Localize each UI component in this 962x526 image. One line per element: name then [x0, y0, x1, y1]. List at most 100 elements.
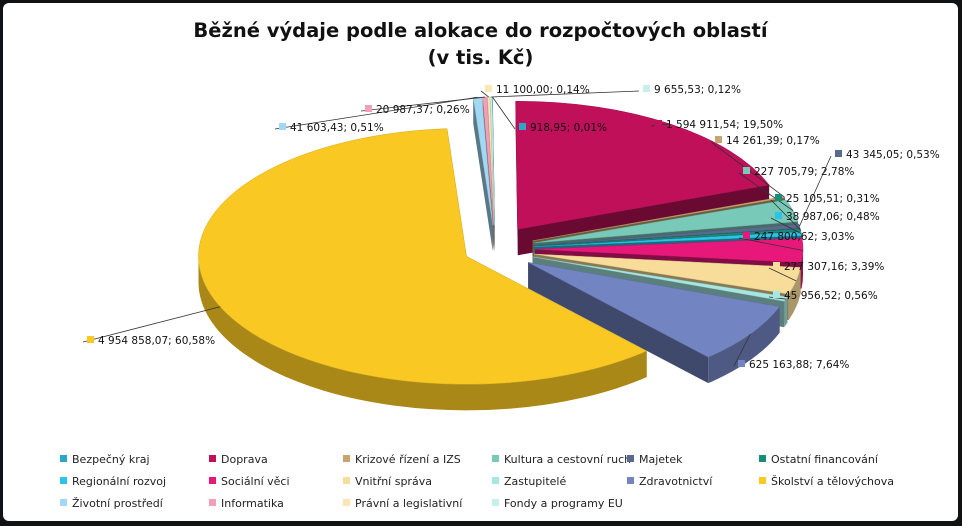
label-swatch-8	[773, 262, 780, 269]
pie-side-11	[198, 256, 647, 411]
leader-line-12	[274, 96, 478, 130]
data-label-3: 227 705,79; 2,78%	[754, 166, 854, 178]
legend-label: Životní prostředí	[72, 497, 163, 510]
label-swatch-7	[743, 232, 750, 239]
data-label-2: 14 261,39; 0,17%	[726, 135, 820, 147]
legend-swatch	[60, 499, 67, 506]
label-swatch-11	[87, 336, 94, 343]
legend-label: Zdravotnictví	[639, 475, 713, 488]
label-swatch-9	[773, 291, 780, 298]
chart-legend: Bezpečný kraj Doprava Krizové řízení a IZS…	[3, 449, 958, 521]
pie-side-9	[784, 296, 788, 328]
leader-line-7	[738, 237, 804, 251]
legend-label: Právní a legislativní	[355, 497, 463, 510]
leader-line-11	[82, 306, 221, 343]
label-swatch-14	[485, 85, 492, 92]
leader-line-14	[480, 90, 489, 98]
legend-item-8: Vnitřní správa	[343, 475, 432, 489]
legend-label: Krizové řízení a IZS	[355, 453, 461, 466]
legend-swatch	[343, 499, 350, 506]
legend-swatch	[492, 499, 499, 506]
data-label-4: 43 345,05; 0,53%	[846, 149, 940, 161]
legend-item-0: Bezpečný kraj	[60, 453, 150, 467]
label-swatch-3	[743, 167, 750, 174]
pie-slice-11	[198, 128, 648, 385]
pie-slice-4	[534, 223, 801, 246]
legend-swatch	[492, 477, 499, 484]
legend-item-7: Sociální věci	[209, 475, 290, 489]
leader-line-5	[770, 199, 801, 231]
legend-item-14: Právní a legislativní	[343, 497, 462, 511]
legend-item-4: Majetek	[627, 453, 683, 467]
legend-label: Kultura a cestovní ruch	[504, 453, 632, 466]
legend-label: Zastupitelé	[504, 475, 567, 488]
legend-item-5: Ostatní financování	[759, 453, 878, 467]
legend-item-2: Krizové řízení a IZS	[343, 453, 461, 467]
chart-title: Běžné výdaje podle alokace do rozpočtový…	[3, 17, 958, 71]
label-swatch-5	[775, 194, 782, 201]
data-label-6: 38 987,06; 0,48%	[786, 211, 880, 223]
label-swatch-12	[279, 123, 286, 130]
legend-item-3: Kultura a cestovní ruch	[492, 453, 631, 467]
legend-swatch	[60, 477, 67, 484]
pie-side-7	[801, 249, 803, 289]
label-swatch-0	[519, 123, 526, 130]
pie-slice-6	[534, 231, 803, 247]
label-swatch-2	[715, 136, 722, 143]
legend-label: Fondy a programy EU	[504, 497, 623, 510]
chart-frame: Běžné výdaje podle alokace do rozpočtový…	[3, 3, 958, 521]
pie-wall-12	[473, 97, 493, 252]
leader-line-9	[768, 296, 786, 300]
legend-swatch	[759, 477, 766, 484]
leader-line-4	[799, 155, 832, 227]
leader-line-8	[768, 267, 797, 282]
legend-swatch	[60, 455, 67, 462]
label-swatch-1	[655, 120, 662, 127]
legend-label: Vnitřní správa	[355, 475, 432, 488]
legend-item-15: Fondy a programy EU	[492, 497, 623, 511]
legend-item-12: Životní prostředí	[60, 497, 163, 511]
data-label-15: 9 655,53; 0,12%	[654, 84, 741, 96]
label-swatch-13	[365, 105, 372, 112]
leader-line-15	[491, 90, 640, 98]
legend-swatch	[343, 477, 350, 484]
legend-label: Sociální věci	[221, 475, 290, 488]
data-label-1: 1 594 911,54; 19,50%	[666, 119, 783, 131]
leader-line-3	[738, 172, 794, 211]
legend-item-1: Doprava	[209, 453, 268, 467]
leader-line-6	[770, 217, 802, 235]
legend-swatch	[343, 455, 350, 462]
data-label-12: 41 603,43; 0,51%	[290, 122, 384, 134]
data-label-13: 20 987,37; 0,26%	[376, 104, 470, 116]
legend-item-9: Zastupitelé	[492, 475, 566, 489]
legend-swatch	[759, 455, 766, 462]
legend-item-6: Regionální rozvoj	[60, 475, 166, 489]
legend-item-11: Školství a tělovýchova	[759, 475, 894, 489]
legend-item-13: Informatika	[209, 497, 284, 511]
legend-swatch	[209, 455, 216, 462]
legend-label: Ostatní financování	[771, 453, 878, 466]
legend-swatch	[492, 455, 499, 462]
label-swatch-10	[738, 360, 745, 367]
data-label-10: 625 163,88; 7,64%	[749, 359, 849, 371]
legend-swatch	[209, 499, 216, 506]
leader-line-0	[492, 96, 516, 130]
data-label-7: 247 800,62; 3,03%	[754, 231, 854, 243]
pie-slice-5	[534, 228, 802, 247]
pie-side-8	[788, 267, 801, 321]
data-label-8: 277 307,16; 3,39%	[784, 261, 884, 273]
data-label-5: 25 105,51; 0,31%	[786, 193, 880, 205]
leader-line-10	[733, 333, 751, 367]
leader-line-13	[360, 96, 485, 112]
legend-item-10: Zdravotnictví	[627, 475, 712, 489]
legend-label: Školství a tělovýchova	[771, 475, 894, 488]
pie-slice-14	[487, 96, 495, 226]
legend-label: Regionální rozvoj	[72, 475, 167, 488]
chart-title-line1: Běžné výdaje podle alokace do rozpočtový…	[193, 19, 768, 42]
data-label-0: 918,95; 0,01%	[530, 122, 607, 134]
data-label-11: 4 954 858,07; 60,58%	[98, 335, 215, 347]
legend-label: Informatika	[221, 497, 284, 510]
legend-label: Bezpečný kraj	[72, 453, 150, 466]
label-swatch-6	[775, 212, 782, 219]
chart-title-line2: (v tis. Kč)	[427, 46, 534, 69]
